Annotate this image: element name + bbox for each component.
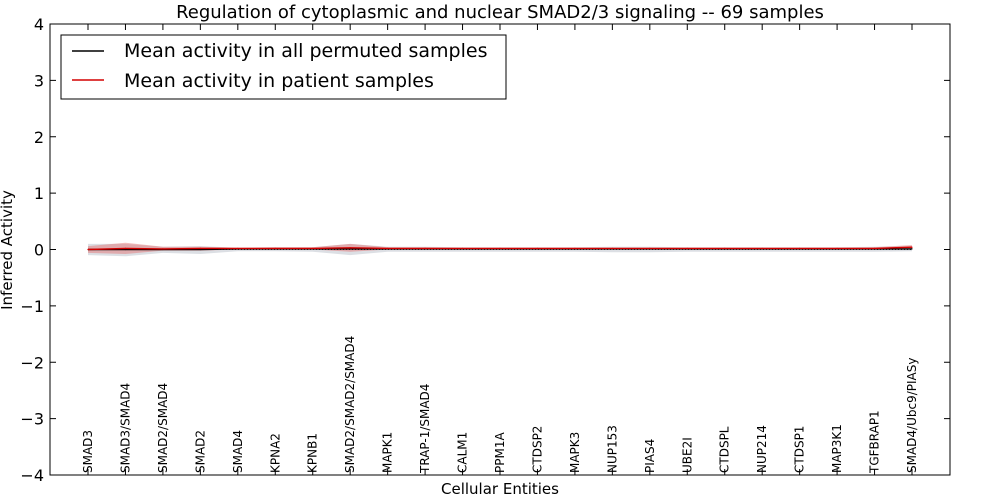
x-category-label: NUP214 bbox=[755, 425, 769, 473]
data-point bbox=[649, 247, 651, 249]
data-point bbox=[237, 247, 239, 249]
y-tick-label: 4 bbox=[34, 15, 44, 34]
data-point bbox=[199, 247, 201, 249]
y-tick-label: −3 bbox=[20, 410, 44, 429]
data-point bbox=[124, 247, 127, 249]
x-category-label: PPM1A bbox=[493, 432, 507, 473]
data-point bbox=[499, 247, 501, 249]
legend-label-patient: Mean activity in patient samples bbox=[124, 70, 434, 92]
y-tick-label: 1 bbox=[34, 184, 44, 203]
data-point bbox=[274, 247, 276, 249]
data-point bbox=[312, 247, 314, 249]
x-category-label: TRAP-1/SMAD4 bbox=[418, 384, 432, 474]
x-category-label: KPNB1 bbox=[306, 433, 320, 473]
x-category-label: SMAD2 bbox=[193, 430, 207, 473]
data-point bbox=[911, 248, 913, 250]
chart-title: Regulation of cytoplasmic and nuclear SM… bbox=[176, 2, 824, 23]
x-category-label: SMAD4/Ubc9/PIASy bbox=[905, 358, 919, 473]
x-category-label: MAPK1 bbox=[381, 432, 395, 473]
x-axis-categories: SMAD3 SMAD3/SMAD4 SMAD2/SMAD4 SMAD2 SMAD4 KPN… bbox=[81, 24, 919, 475]
data-point bbox=[536, 247, 539, 249]
band-series-0 bbox=[88, 243, 912, 257]
legend-box bbox=[60, 34, 507, 100]
data-point bbox=[574, 247, 576, 249]
y-axis-label: Inferred Activity bbox=[0, 190, 16, 310]
x-category-label: TGFBRAP1 bbox=[868, 410, 882, 474]
data-point bbox=[761, 247, 763, 249]
y-tick-label: −1 bbox=[20, 297, 44, 316]
x-category-label: CTDSP2 bbox=[531, 426, 545, 473]
data-point bbox=[911, 246, 913, 248]
x-category-label: MAPK3 bbox=[568, 432, 582, 473]
x-category-label: KPNA2 bbox=[268, 433, 282, 473]
series-lines bbox=[87, 246, 913, 251]
y-tick-label: −4 bbox=[20, 466, 44, 485]
x-category-label: CALM1 bbox=[456, 432, 470, 473]
x-category-label: SMAD3/SMAD4 bbox=[119, 383, 133, 473]
data-point bbox=[424, 247, 426, 249]
x-category-label: MAP3K1 bbox=[830, 424, 844, 473]
data-point bbox=[461, 247, 464, 249]
x-category-label: CTDSPL bbox=[718, 426, 732, 473]
data-point bbox=[836, 247, 838, 249]
y-tick-label: 0 bbox=[34, 241, 44, 260]
x-category-label: SMAD2/SMAD4 bbox=[156, 383, 170, 473]
data-point bbox=[686, 247, 688, 249]
data-point bbox=[387, 247, 389, 249]
data-point bbox=[349, 248, 351, 250]
data-point bbox=[873, 247, 876, 249]
data-point bbox=[611, 247, 614, 249]
x-category-label: SMAD3 bbox=[81, 430, 95, 473]
y-tick-label: −2 bbox=[20, 353, 44, 372]
x-category-label: CTDSP1 bbox=[793, 426, 807, 473]
legend: Mean activity in all permuted samples Me… bbox=[60, 34, 507, 100]
data-point bbox=[799, 247, 801, 249]
data-point bbox=[199, 248, 201, 251]
x-axis-label: Cellular Entities bbox=[441, 480, 559, 498]
data-point bbox=[87, 248, 89, 251]
y-axis-ticks: −4 −3 −2 −1 0 1 2 3 4 bbox=[20, 15, 950, 485]
legend-label-permuted: Mean activity in all permuted samples bbox=[124, 40, 487, 62]
x-category-label: SMAD2/SMAD2/SMAD4 bbox=[343, 336, 357, 473]
x-category-label: UBE2I bbox=[680, 437, 694, 473]
data-point bbox=[724, 247, 726, 249]
y-tick-label: 3 bbox=[34, 71, 44, 90]
data-point bbox=[162, 248, 164, 250]
x-category-label: PIAS4 bbox=[643, 439, 657, 473]
data-point bbox=[349, 247, 351, 249]
y-tick-label: 2 bbox=[34, 128, 44, 147]
x-category-label: SMAD4 bbox=[231, 430, 245, 473]
data-point bbox=[124, 248, 127, 251]
x-category-label: NUP153 bbox=[605, 425, 619, 473]
